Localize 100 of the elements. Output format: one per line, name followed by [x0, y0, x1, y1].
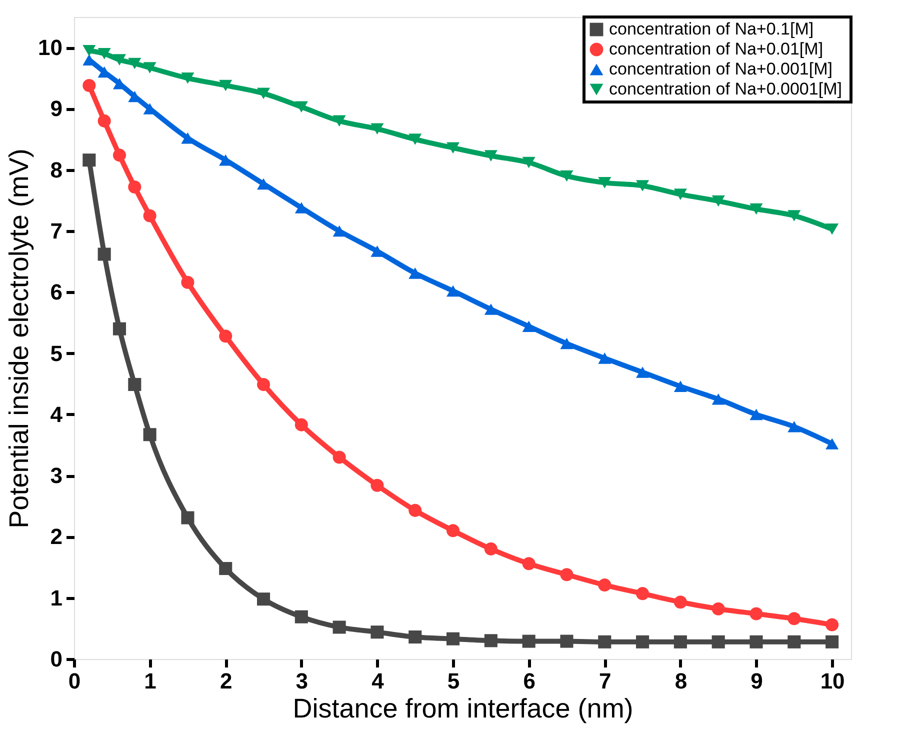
point	[446, 285, 460, 297]
point	[128, 378, 142, 391]
legend-label: concentration of Na+0.01[M]	[609, 40, 824, 58]
legend-label: concentration of Na+0.0001[M]	[609, 80, 842, 98]
y-tick-label: 3	[50, 463, 62, 488]
y-tick-label: 10	[38, 35, 62, 60]
point	[370, 626, 384, 639]
y-tick-label: 9	[50, 96, 62, 122]
point	[750, 635, 763, 648]
point	[143, 428, 156, 442]
point	[788, 421, 801, 432]
point	[112, 148, 126, 162]
point	[112, 322, 126, 336]
point	[408, 504, 422, 517]
x-tick-label: 0	[68, 668, 81, 694]
point	[598, 352, 612, 364]
point	[788, 635, 801, 648]
point	[219, 80, 232, 92]
point	[750, 408, 763, 420]
point	[82, 44, 96, 56]
point	[112, 54, 126, 66]
point	[370, 246, 384, 257]
point	[128, 180, 142, 194]
point	[256, 378, 270, 391]
point	[82, 154, 96, 167]
point	[82, 78, 96, 92]
point	[181, 72, 194, 84]
point	[826, 618, 839, 632]
point	[674, 188, 687, 200]
point	[256, 178, 270, 190]
point	[128, 58, 142, 70]
point	[370, 478, 384, 492]
point	[598, 177, 612, 188]
x-tick-label: 1	[144, 668, 156, 694]
y-tick-label: 5	[50, 340, 62, 366]
y-tick-label: 8	[50, 157, 62, 182]
point	[446, 632, 460, 646]
x-tick-label: 5	[447, 668, 460, 694]
point	[408, 630, 422, 644]
point	[826, 438, 839, 450]
point	[181, 276, 194, 289]
point	[219, 154, 232, 166]
point	[484, 634, 498, 648]
point	[522, 557, 536, 570]
point	[560, 338, 574, 350]
point	[219, 330, 232, 343]
point	[712, 635, 725, 648]
point	[219, 562, 232, 576]
x-tick-label: 6	[523, 668, 536, 694]
y-tick-label: 1	[50, 585, 62, 610]
point	[408, 134, 422, 145]
point	[560, 170, 574, 182]
point	[712, 195, 725, 207]
point	[484, 304, 498, 315]
y-tick-label: 2	[50, 524, 62, 550]
x-tick-label: 9	[750, 668, 763, 694]
point	[674, 380, 687, 392]
point	[181, 511, 194, 524]
x-tick-label: 8	[674, 668, 688, 694]
y-tick-label: 6	[50, 280, 62, 305]
point	[636, 587, 650, 600]
point	[294, 610, 308, 624]
point	[826, 224, 839, 235]
point	[750, 607, 763, 620]
point	[788, 210, 801, 222]
y-tick-label: 7	[50, 218, 62, 244]
point	[636, 366, 650, 378]
point	[712, 602, 725, 616]
point	[560, 634, 574, 648]
point	[98, 48, 111, 60]
point	[98, 248, 111, 261]
point	[446, 142, 460, 154]
point	[750, 203, 763, 215]
point	[370, 123, 384, 135]
y-tick-label: 4	[50, 402, 64, 427]
point	[484, 542, 498, 556]
y-tick-label: 0	[50, 646, 62, 672]
point	[294, 202, 308, 214]
point	[332, 450, 346, 464]
point	[674, 596, 687, 609]
point	[332, 115, 346, 127]
point	[598, 578, 612, 592]
point	[636, 180, 650, 192]
point	[332, 620, 346, 634]
point	[674, 635, 687, 648]
point	[143, 209, 156, 222]
point	[826, 635, 839, 648]
point	[294, 418, 308, 432]
x-axis-title: Distance from interface (nm)	[292, 694, 634, 724]
point	[143, 62, 156, 74]
point	[256, 592, 270, 606]
x-tick-label: 3	[296, 668, 308, 694]
x-tick-label: 10	[820, 668, 845, 694]
legend-label: concentration of Na+0.1[M]	[609, 20, 814, 38]
legend-label: concentration of Na+0.001[M]	[609, 60, 832, 78]
point	[522, 320, 536, 332]
x-tick-label: 2	[220, 668, 232, 694]
point	[408, 268, 422, 279]
point	[256, 88, 270, 100]
point	[98, 114, 111, 128]
